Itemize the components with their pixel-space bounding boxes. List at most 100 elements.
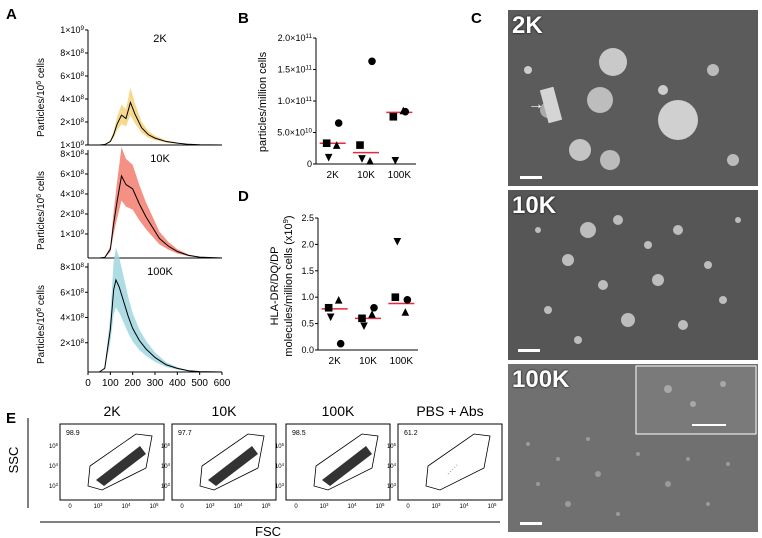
ytick-label-a: 8×108 [60, 262, 84, 273]
nta-band-10k [99, 147, 222, 258]
em-image-10k: 10K [508, 190, 758, 360]
flow-plot-frame [59, 423, 165, 501]
ytick-label-a: 1×109 [60, 140, 84, 151]
ytick-label-a: 4×108 [60, 189, 84, 200]
flow-xtick: 104 [347, 502, 357, 511]
xtick-label-a: 300 [147, 378, 164, 389]
data-point-triangle-up [399, 106, 408, 115]
scale-bar-10k [518, 349, 540, 352]
ytick-label-a: 2×108 [60, 337, 84, 348]
data-point-triangle-up [332, 141, 341, 149]
ytick-label-a: 2×108 [60, 209, 84, 220]
flow-xtick: 105 [375, 502, 385, 511]
panel-letter-d: D [238, 188, 249, 205]
flow-title: 2K [103, 403, 121, 419]
flow-ytick: 105 [275, 442, 285, 451]
em-image-2k: 2K → [508, 10, 758, 186]
panel-letter-a: A [6, 6, 17, 23]
ytick-label: 0.0 [301, 345, 314, 355]
subplot-title-100k: 100K [147, 266, 173, 278]
gate-percent: 97.7 [178, 430, 192, 437]
flow-ytick: 105 [49, 442, 59, 451]
data-point-circle [370, 303, 378, 312]
ytick-label: 1.5 [301, 266, 314, 276]
arrow-icon: → [528, 96, 544, 113]
ytick-label-a: 4×108 [60, 94, 84, 105]
gate-polygon [87, 433, 153, 491]
ytick-label-a: 6×108 [60, 169, 84, 180]
xtick-label: 2K [327, 170, 340, 181]
subplot-title-2k: 2K [153, 33, 167, 45]
em-texture-10k [508, 190, 758, 360]
xtick-label-a: 200 [124, 378, 141, 389]
data-point-circle [368, 57, 376, 66]
xtick-label: 10K [359, 356, 377, 367]
flow-xtick: 105 [487, 502, 497, 511]
flow-ytick: 104 [275, 462, 285, 471]
em-texture-2k [508, 10, 758, 186]
flow-xtick: 103 [431, 502, 441, 511]
ylabel-a-2k: Particles/106 cells [36, 58, 48, 137]
ytick-label-a: 4×108 [60, 312, 84, 323]
gate-polygon [313, 433, 379, 491]
em-image-100k: 100K [508, 364, 758, 532]
data-point-square [391, 293, 400, 301]
ytick-label-a: 1×109 [60, 229, 84, 240]
flow-ytick: 105 [161, 442, 171, 451]
data-point-square [322, 139, 331, 148]
flow-xtick: 105 [149, 502, 159, 511]
xtick-label-a: 0 [85, 378, 91, 389]
panel-letter-c: C [471, 10, 482, 27]
flow-xtick: 103 [93, 502, 103, 511]
subplot-title-10k: 10K [150, 153, 170, 165]
em-label-10k: 10K [512, 192, 557, 219]
flow-xtick: 0 [180, 504, 184, 510]
data-point-triangle-up [366, 157, 374, 165]
ytick-label: 2.0×1011 [278, 33, 313, 44]
flow-ytick: 103 [161, 482, 171, 491]
gate-percent: 98.9 [66, 430, 80, 437]
panel-a-chart: 1×1098×1086×1084×1082×1081×1092KParticle… [36, 25, 231, 390]
data-point-triangle-down [326, 313, 335, 322]
data-point-triangle-down [391, 157, 400, 165]
flow-title: 100K [322, 403, 355, 419]
flow-xtick: 103 [319, 502, 329, 511]
ytick-label-a: 8×108 [60, 149, 84, 160]
flow-title: PBS + Abs [416, 403, 483, 419]
em-label-100k: 100K [512, 366, 570, 393]
flow-plot-frame [397, 423, 503, 501]
xtick-label: 10K [357, 170, 375, 181]
ylabel-ssc: SSC [6, 447, 21, 474]
gate-percent: 98.5 [292, 430, 306, 437]
scale-bar-inset [692, 424, 726, 426]
ytick-label: 1.0 [301, 292, 314, 302]
data-point-circle [403, 296, 412, 304]
nta-band-2k [99, 87, 222, 145]
flow-xtick: 105 [261, 502, 271, 511]
ytick-label: 1.5×1011 [278, 64, 313, 75]
flow-xtick: 104 [121, 502, 131, 511]
panel-letter-b: B [238, 10, 249, 27]
ylabel-a-10k: Particles/106 cells [36, 171, 48, 250]
scale-bar-2k [520, 176, 542, 179]
flow-ytick: 105 [387, 442, 397, 451]
gate-polygon [199, 433, 265, 491]
xtick-label: 2K [329, 356, 342, 367]
flow-ytick: 103 [387, 482, 397, 491]
ytick-label: 0.5 [301, 319, 314, 329]
data-point-triangle-down [360, 322, 368, 331]
xtick-label: 100K [388, 170, 412, 181]
data-point-square [324, 303, 333, 312]
flow-xtick: 103 [205, 502, 215, 511]
ytick-label: 5.0×1010 [277, 127, 312, 138]
event-density [208, 446, 258, 486]
ytick-label: 0 [307, 159, 312, 169]
scale-bar-100k [520, 522, 542, 525]
em-label-2k: 2K [512, 12, 543, 39]
flow-plot-frame [285, 423, 391, 501]
flow-ytick: 103 [49, 482, 59, 491]
nta-line-10k [99, 174, 223, 259]
data-point-triangle-down [393, 237, 402, 246]
nta-band-100k [99, 247, 222, 372]
xtick-label-a: 500 [191, 378, 208, 389]
